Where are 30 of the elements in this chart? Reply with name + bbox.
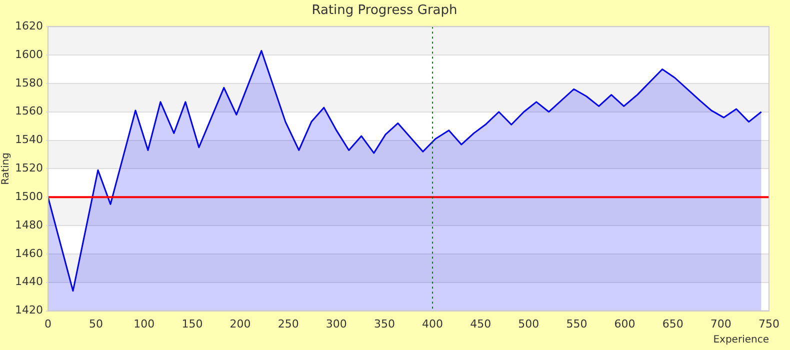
y-tick-label: 1460	[14, 246, 43, 260]
y-tick-label: 1560	[14, 104, 43, 118]
y-tick-label: 1420	[14, 304, 43, 317]
y-tick-label: 1580	[14, 76, 43, 90]
x-tick-label: 750	[758, 317, 780, 330]
y-tick-label: 1540	[14, 133, 43, 146]
x-tick-label: 350	[374, 317, 395, 330]
x-tick-label: 0	[44, 317, 52, 330]
x-tick-label: 50	[89, 317, 104, 330]
y-tick-label: 1620	[14, 19, 43, 32]
x-tick-label: 700	[710, 317, 732, 330]
x-tick-label: 500	[518, 317, 540, 330]
x-tick-label: 100	[134, 317, 155, 330]
y-axis-title: Rating	[0, 152, 12, 185]
x-tick-label: 600	[614, 317, 636, 330]
x-axis-title: Experience	[713, 334, 769, 346]
y-tick-label: 1440	[14, 275, 43, 288]
y-tick-label: 1480	[14, 218, 43, 232]
y-tick-label: 1600	[14, 48, 43, 61]
x-tick-label: 650	[662, 317, 684, 330]
x-tick-label: 250	[278, 317, 299, 330]
y-tick-label: 1520	[14, 162, 43, 175]
chart-title: Rating Progress Graph	[312, 3, 458, 18]
x-tick-label: 400	[422, 317, 444, 330]
y-tick-label: 1500	[14, 190, 43, 203]
x-tick-label: 550	[566, 317, 588, 330]
x-tick-label: 300	[326, 317, 347, 330]
x-tick-label: 150	[182, 317, 203, 330]
x-tick-label: 450	[470, 317, 492, 330]
x-tick-label: 200	[230, 317, 251, 330]
